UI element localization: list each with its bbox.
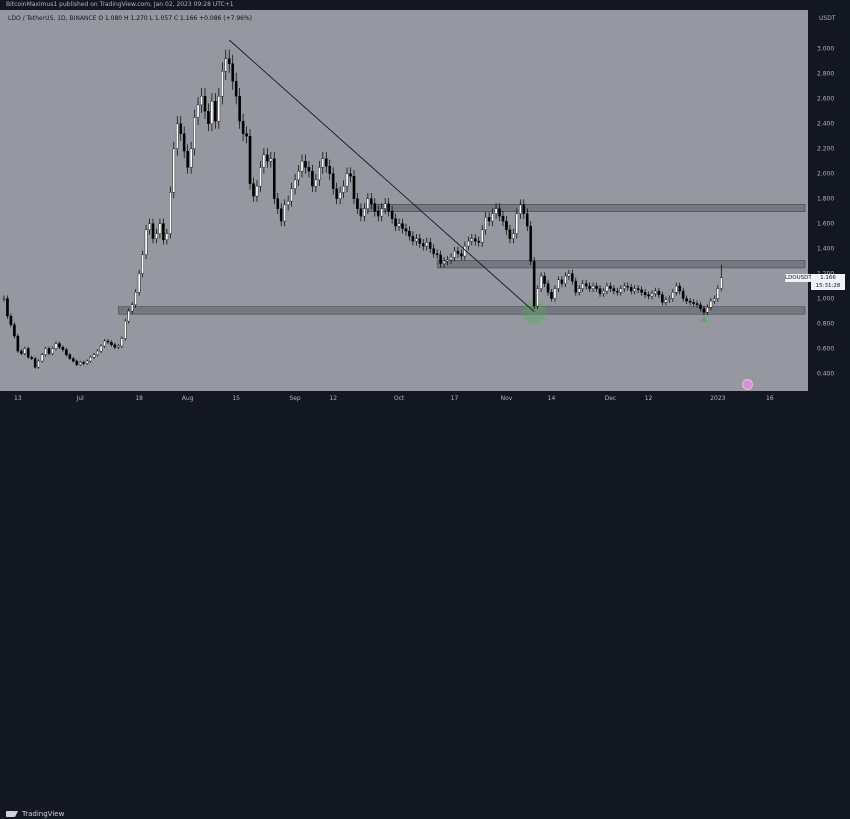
price-axis[interactable] <box>808 10 850 391</box>
legend-open: O 1.080 <box>98 15 123 22</box>
current-price-value: 1.166 <box>820 274 836 281</box>
event-marker-icon[interactable] <box>742 379 753 390</box>
candle-countdown: 15:31:28 <box>815 282 841 289</box>
tradingview-logo-icon <box>6 811 18 817</box>
time-axis[interactable] <box>0 391 808 403</box>
legend-high: H 1.270 <box>124 15 148 22</box>
footer-bar: TradingView <box>0 403 850 818</box>
tradingview-logo[interactable]: TradingView <box>6 809 64 819</box>
legend-close: C 1.166 <box>173 15 198 22</box>
legend-low: L 1.057 <box>149 15 173 22</box>
symbol-legend: LDO / TetherUS, 1D, BINANCE O 1.080 H 1.… <box>8 15 252 22</box>
publisher-bar: BitcoinMaximus1 published on TradingView… <box>0 0 850 10</box>
ticker-price-label: LDOUSDT <box>785 273 812 282</box>
current-price-tag: 1.166 15:31:28 <box>811 273 845 290</box>
chart-plot-area[interactable] <box>0 10 808 391</box>
tradingview-brand: TradingView <box>22 810 65 818</box>
symbol-title[interactable]: LDO / TetherUS, 1D, BINANCE <box>8 15 97 22</box>
legend-change: +0.086 (+7.96%) <box>199 15 253 22</box>
publisher-line: BitcoinMaximus1 published on TradingView… <box>6 1 234 8</box>
